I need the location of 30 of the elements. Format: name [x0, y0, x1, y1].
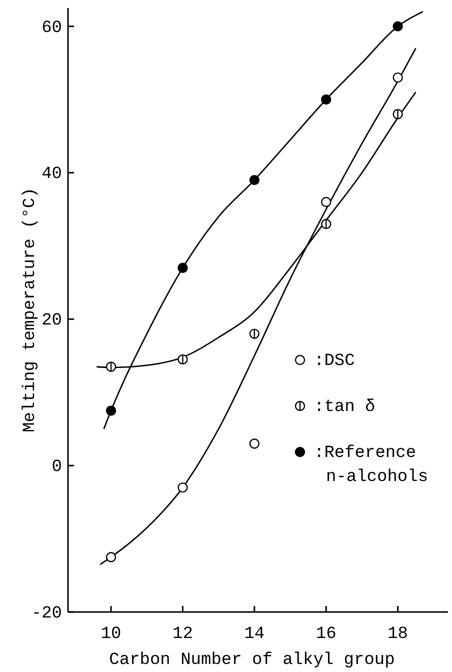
x-axis-title: Carbon Number of alkyl group: [109, 651, 395, 670]
x-tick-label: 16: [316, 625, 336, 644]
legend-label: :Reference n-alcohols: [314, 444, 428, 487]
point: [106, 552, 116, 562]
point: [106, 406, 116, 416]
point: [249, 328, 260, 339]
point: [392, 72, 403, 83]
legend-label: :DSC: [314, 352, 355, 371]
point: [249, 438, 260, 449]
y-tick-label: -20: [31, 604, 62, 624]
point: [321, 94, 332, 105]
y-tick-label: 40: [42, 165, 62, 184]
x-tick-label: 18: [388, 625, 408, 644]
x-tick-label: 12: [172, 625, 193, 644]
x-tick-label: 14: [244, 625, 265, 644]
point: [178, 482, 188, 493]
point: [321, 218, 332, 230]
legend-label: :tan δ: [314, 398, 376, 417]
y-tick-label: 60: [42, 18, 62, 38]
point: [106, 362, 116, 372]
point: [178, 262, 188, 274]
point: [321, 196, 332, 208]
point: [249, 174, 260, 186]
x-tick-label: 10: [100, 625, 122, 644]
point: [392, 109, 403, 120]
y-axis-title: Melting temperature (°C): [21, 188, 40, 432]
y-tick-label: 20: [42, 312, 62, 331]
point: [392, 21, 403, 32]
y-tick-label: 0: [52, 458, 62, 478]
point: [178, 354, 188, 365]
